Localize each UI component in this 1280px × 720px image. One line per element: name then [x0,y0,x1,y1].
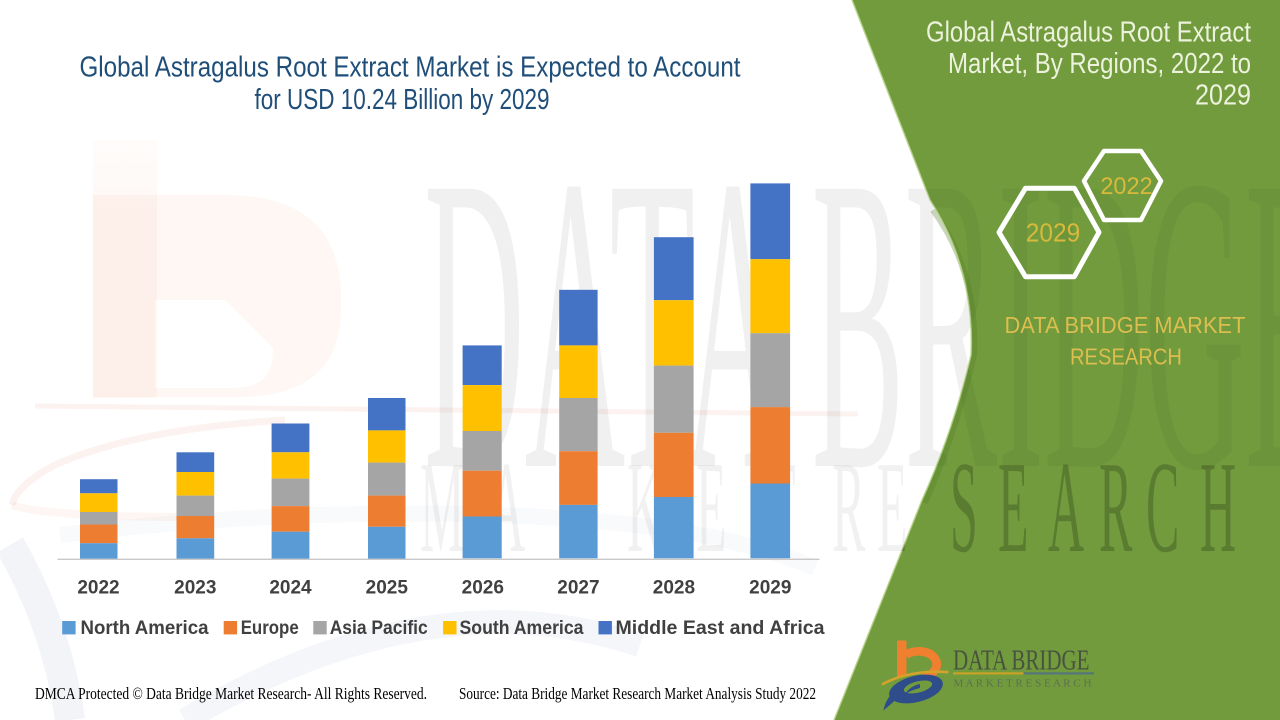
svg-text:2022: 2022 [77,577,119,598]
svg-text:R: R [832,436,865,580]
svg-text:2024: 2024 [269,577,312,598]
svg-text:Europe: Europe [241,618,299,639]
svg-text:RESEARCH: RESEARCH [1070,344,1182,370]
svg-text:2022: 2022 [1100,173,1152,200]
svg-text:Asia Pacific: Asia Pacific [330,618,428,639]
svg-text:H: H [1200,436,1236,580]
svg-text:2028: 2028 [653,577,695,598]
svg-text:2029: 2029 [1195,80,1251,112]
svg-text:Global Astragalus Root Extract: Global Astragalus Root Extract Market is… [80,52,741,84]
svg-text:M: M [420,436,464,580]
svg-text:2029: 2029 [749,577,791,598]
svg-text:2027: 2027 [557,577,599,598]
svg-text:E: E [696,436,727,580]
svg-text:S: S [950,436,978,580]
svg-text:2023: 2023 [174,577,216,598]
svg-text:for USD 10.24 Billion by 2029: for USD 10.24 Billion by 2029 [255,84,550,116]
svg-text:Market, By Regions, 2022 to: Market, By Regions, 2022 to [948,48,1251,80]
svg-text:R: R [1099,436,1132,580]
svg-text:Source: Data Bridge Market Res: Source: Data Bridge Market Research Mark… [459,684,816,703]
svg-text:E: E [998,436,1029,580]
svg-text:South America: South America [460,618,584,639]
svg-text:DATA BRIDGE: DATA BRIDGE [953,644,1090,676]
svg-text:Global Astragalus Root Extract: Global Astragalus Root Extract [926,17,1251,49]
svg-text:A: A [1048,436,1084,580]
svg-text:C: C [1146,436,1179,580]
svg-text:DMCA Protected © Data Bridge M: DMCA Protected © Data Bridge Market Rese… [35,684,427,703]
svg-text:DATA BRIDGE MARKET: DATA BRIDGE MARKET [1005,312,1246,338]
svg-text:North America: North America [81,618,209,639]
svg-text:Middle East and Africa: Middle East and Africa [616,618,825,639]
svg-text:2029: 2029 [1026,218,1080,248]
svg-text:2025: 2025 [366,577,409,598]
svg-text:2026: 2026 [462,577,504,598]
svg-text:M A R K E T R E S E A R C H: M A R K E T R E S E A R C H [954,678,1092,689]
